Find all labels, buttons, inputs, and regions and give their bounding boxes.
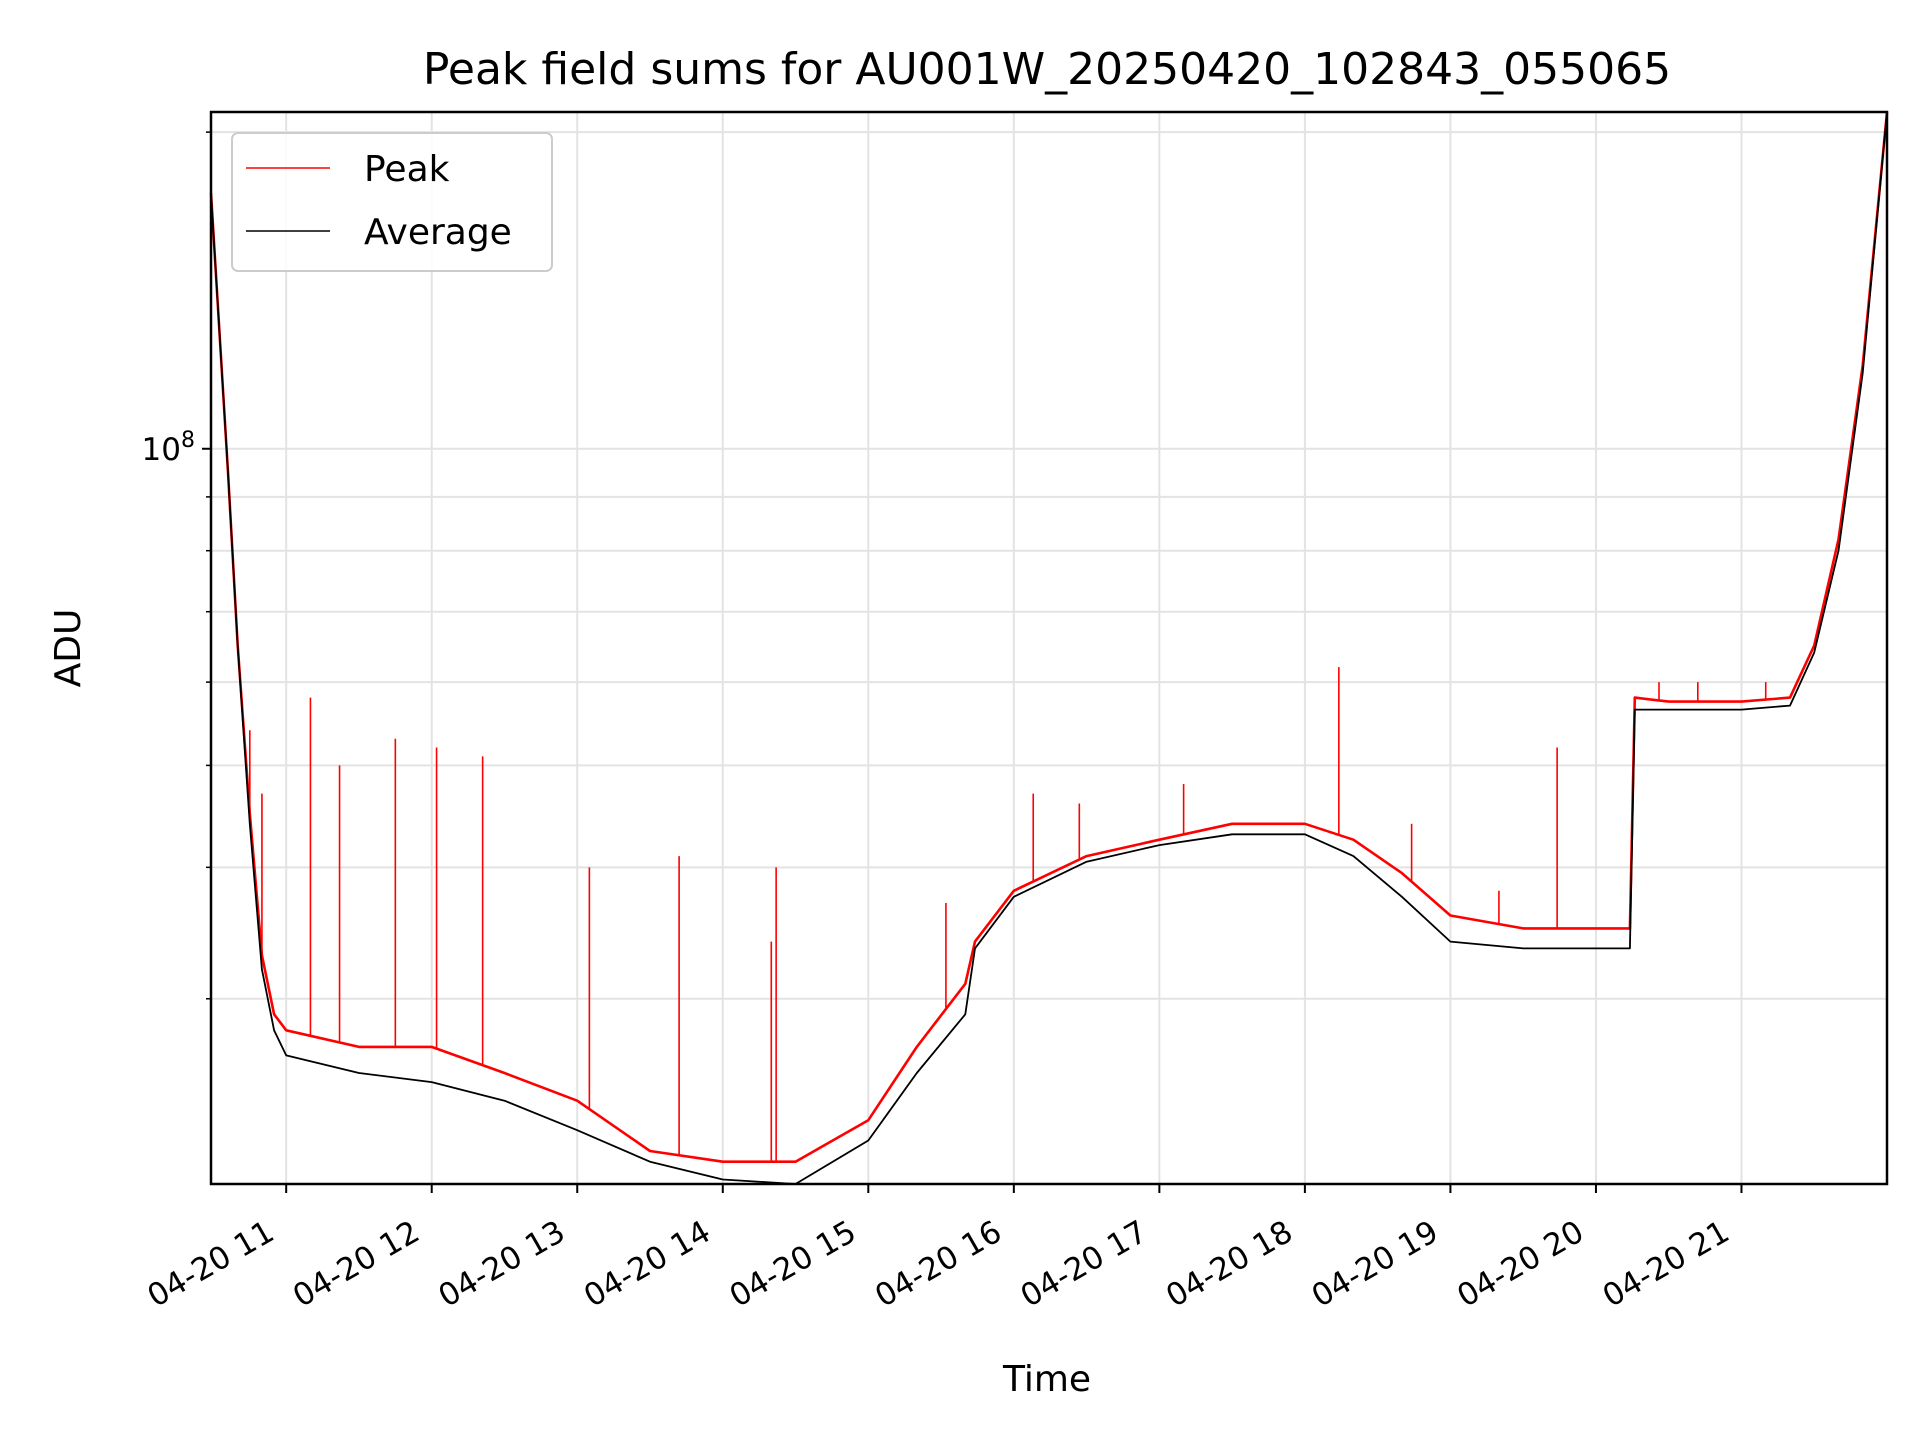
plot-frame [209,110,1889,1186]
legend-peak-label: Peak [364,149,450,190]
chart-title: Peak field sums for AU001W_20250420_1028… [423,44,1671,95]
x-axis-label: Time [1002,1359,1091,1400]
y-axis-label: ADU [48,609,89,688]
series-line-average [210,111,1888,1185]
grid [211,112,1887,1184]
series-line-peak [209,111,1889,1163]
y-axis-ticks: 108 [142,131,211,1000]
legend-average-label: Average [364,212,512,253]
plot-lines [209,111,1889,1185]
legend: Peak Average [231,132,553,272]
y-tick-label: 108 [142,428,195,468]
